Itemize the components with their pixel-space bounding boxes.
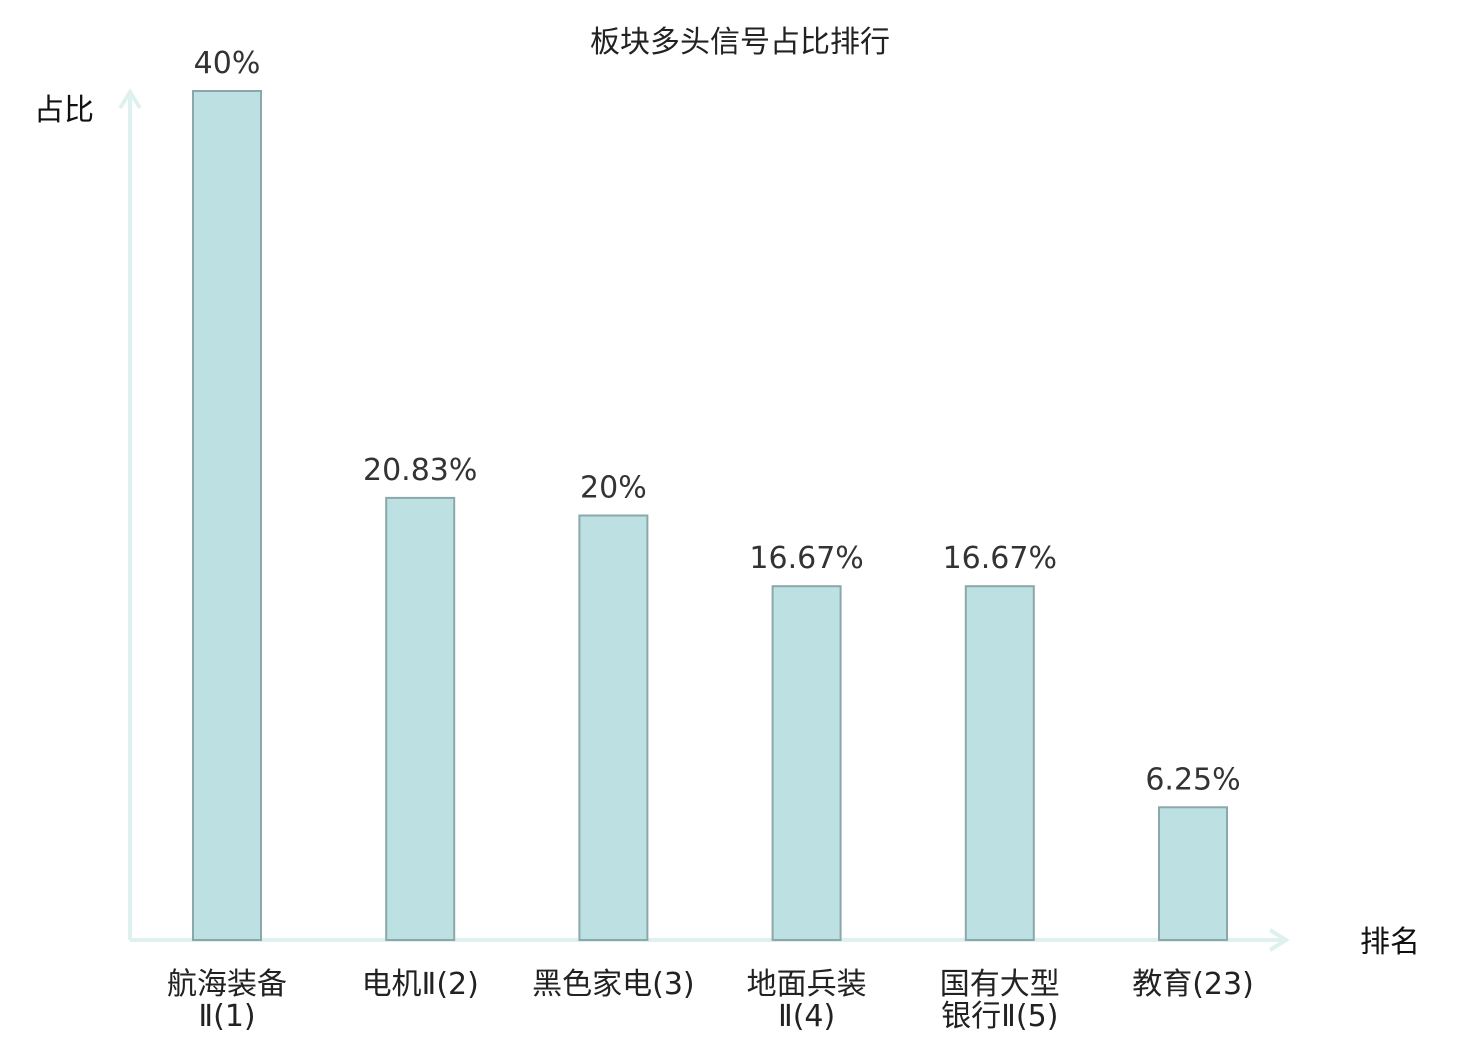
bar-2 [385, 496, 456, 941]
bar-3 [578, 514, 649, 941]
category-label-3-line-1: 黑色家电(3) [532, 967, 695, 1002]
bar-1 [192, 90, 262, 941]
x-axis-arrow [1268, 928, 1290, 952]
x-axis-label: 排名 [1360, 925, 1420, 960]
bar-5 [964, 585, 1035, 941]
bar-6 [1158, 806, 1228, 941]
value-label-6: 6.25% [1145, 762, 1240, 797]
bar-series [192, 90, 1228, 941]
value-label-1: 40% [194, 46, 261, 81]
value-labels: 40% 20.83% 20% 16.67% 16.67% 6.25% [194, 46, 1241, 797]
value-label-4: 16.67% [749, 541, 863, 576]
value-label-2: 20.83% [363, 453, 477, 488]
category-label-4-line-2: Ⅱ(4) [778, 999, 835, 1034]
y-axis-arrow [118, 88, 142, 110]
axes [118, 88, 1290, 952]
y-axis-label: 占比 [34, 93, 94, 128]
category-label-1-line-1: 航海装备 [167, 967, 287, 1002]
category-label-5-line-1: 国有大型 [940, 967, 1060, 1002]
value-label-3: 20% [580, 471, 647, 506]
category-label-2-line-1: 电机Ⅱ(2) [362, 967, 479, 1002]
bar-4 [771, 585, 842, 941]
value-label-5: 16.67% [943, 541, 1057, 576]
category-label-4-line-1: 地面兵装 [747, 967, 867, 1002]
chart-title: 板块多头信号占比排行 [590, 25, 890, 60]
category-label-5-line-2: 银行Ⅱ(5) [941, 999, 1058, 1034]
category-label-6-line-1: 教育(23) [1132, 967, 1254, 1002]
category-label-1-line-2: Ⅱ(1) [198, 999, 255, 1034]
